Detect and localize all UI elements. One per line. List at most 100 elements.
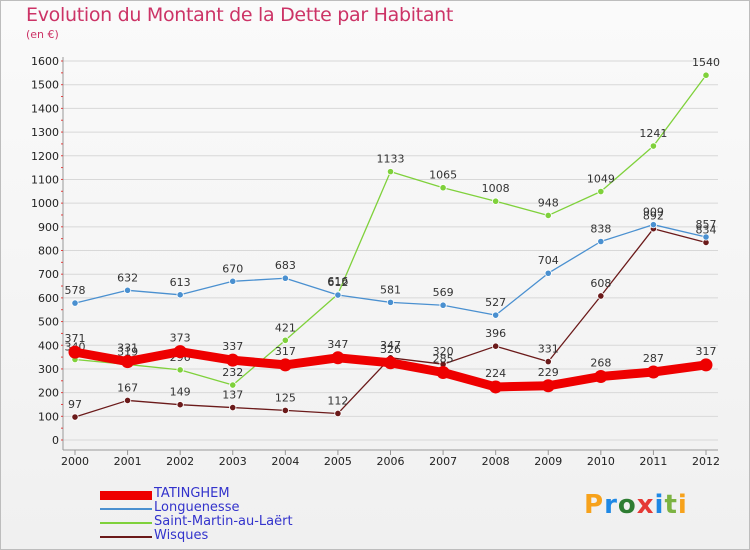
data-point [702,71,710,79]
data-label: 137 [222,389,243,402]
legend-swatch [100,508,152,510]
data-label: 948 [538,196,559,209]
logo-letter: P [584,490,605,520]
data-point [439,301,447,309]
data-label: 1065 [429,169,457,182]
data-point [597,237,605,246]
data-point [281,406,289,414]
data-label: 608 [590,277,611,290]
data-point [71,299,79,307]
data-label: 1241 [639,127,667,140]
data-label: 125 [275,391,296,404]
data-point [597,292,605,300]
data-point [176,366,184,374]
y-tick-label: 700 [38,268,59,281]
y-tick-label: 1400 [31,102,59,115]
data-point [281,274,289,282]
data-label: 317 [275,345,296,358]
data-label: 319 [117,345,138,358]
legend-swatch [100,522,152,524]
data-point [68,345,82,359]
data-point [702,233,710,241]
y-tick-label: 1300 [31,126,59,139]
data-point [123,396,132,405]
data-label: 229 [538,366,559,379]
data-label: 396 [485,327,506,340]
data-point [226,353,240,367]
logo-letter: i [677,490,688,520]
data-point [489,380,503,394]
data-label: 1540 [692,56,720,69]
data-point [229,403,237,412]
data-label: 320 [433,345,454,358]
data-point [436,365,450,379]
data-point [649,142,658,150]
data-label: 838 [590,222,611,235]
data-point [649,221,658,229]
y-tick-label: 100 [38,410,59,423]
data-label: 892 [643,210,664,223]
data-point [492,311,500,319]
data-point [176,401,184,409]
legend-label: Longuenesse [154,500,240,515]
y-tick-label: 1600 [31,55,59,68]
y-tick-label: 600 [38,292,59,305]
y-tick-label: 300 [38,363,59,376]
data-label: 331 [538,343,559,356]
chart-subtitle: (en €) [26,28,59,41]
data-point [646,365,660,379]
chart-title: Evolution du Montant de la Dette par Hab… [26,4,454,26]
y-tick-label: 400 [38,339,59,352]
x-tick-label: 2007 [429,455,457,468]
data-label: 232 [222,366,243,379]
data-point [386,298,395,306]
data-label: 287 [643,352,664,365]
data-label: 347 [327,338,348,351]
data-label: 421 [275,321,296,334]
data-label: 347 [380,339,401,352]
data-label: 834 [696,223,717,236]
data-point [229,277,237,285]
data-label: 112 [327,394,348,407]
legend-label: Saint-Martin-au-Laërt [154,514,293,529]
data-label: 683 [275,259,296,272]
data-label: 1008 [482,182,510,195]
data-point [544,269,552,277]
data-label: 616 [327,275,348,288]
x-tick-label: 2002 [166,455,194,468]
data-point [544,211,552,220]
data-point [492,197,500,205]
logo-letter: t [664,490,678,520]
y-tick-label: 0 [52,434,59,447]
x-tick-label: 2001 [114,455,142,468]
data-label: 371 [65,332,86,345]
logo-letter: x [636,490,655,520]
data-point [384,356,397,370]
data-point [699,358,713,372]
data-point [386,168,395,176]
data-point [281,336,289,344]
y-tick-label: 1200 [31,150,59,163]
data-point [544,357,552,366]
data-point [229,381,237,389]
y-tick-label: 1000 [31,197,59,210]
x-tick-label: 2003 [219,455,247,468]
logo-letter: o [617,490,637,520]
legend-swatch [100,536,152,538]
data-point [71,413,79,421]
data-point [597,187,605,196]
x-tick-label: 2009 [534,455,562,468]
data-label: 704 [538,254,559,267]
data-label: 285 [433,352,454,365]
data-label: 373 [170,332,191,345]
data-label: 224 [485,367,506,380]
data-label: 268 [590,357,611,370]
y-tick-label: 900 [38,221,59,234]
data-label: 326 [380,343,401,356]
x-tick-label: 2006 [377,455,405,468]
x-tick-label: 2000 [61,455,89,468]
data-label: 167 [117,381,138,394]
proxiti-logo: Proxiti [584,490,688,520]
